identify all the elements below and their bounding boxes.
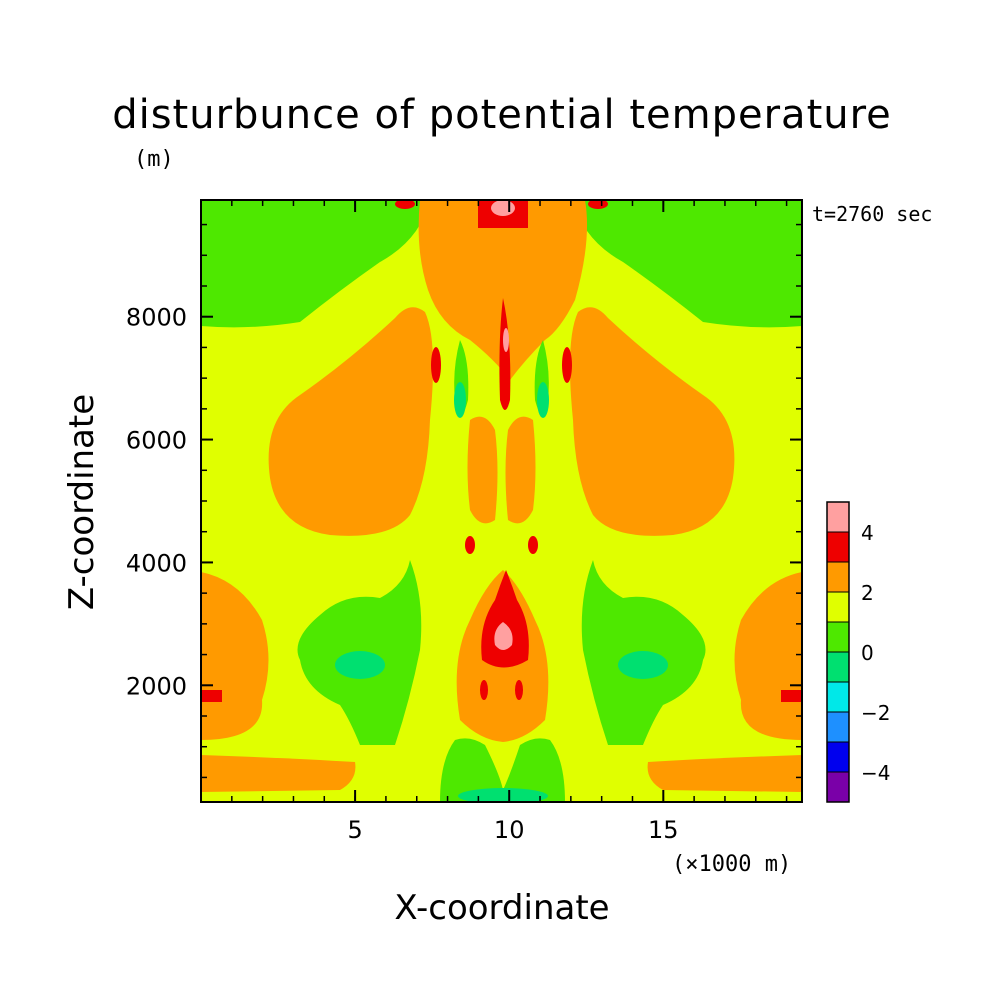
colorbar-label: 4	[861, 521, 874, 545]
contour-band-3-4-dot-b	[465, 536, 475, 554]
contour-band-2-3-mid	[467, 416, 498, 524]
y-tick-label: 8000	[126, 304, 187, 332]
contour-band-minus1-0-lower-mirror	[618, 651, 668, 679]
contour-band-2-3-mid-mirror	[505, 416, 536, 524]
contour-band-3-4-dot-c-mirror	[515, 680, 523, 700]
colorbar-label: −2	[861, 701, 890, 725]
contour-field	[201, 200, 802, 802]
contour-band-3-4-dot-c	[480, 680, 488, 700]
contour-band-3-4-dot-a	[431, 347, 441, 383]
colorbar-swatch	[826, 561, 850, 593]
y-axis-label: Z-coordinate	[62, 393, 102, 611]
y-tick-label: 2000	[126, 672, 187, 700]
contour-band-3-4-filament	[499, 298, 511, 410]
colorbar-swatch	[826, 681, 850, 713]
y-tick-label: 6000	[126, 427, 187, 455]
colorbar-frame	[826, 501, 850, 803]
colorbar-swatch	[826, 711, 850, 743]
colorbar-swatch	[826, 621, 850, 653]
contour-band-3-4-top-side	[395, 200, 415, 209]
contour-band-minus1-0-filament-mirror	[537, 382, 549, 418]
contour-band-3-4-spike	[481, 570, 529, 668]
contour-band-3-4-edge-mirror	[781, 690, 802, 702]
contour-band-3-4-top-side-mirror	[588, 200, 608, 209]
contour-band-4-5-top	[491, 200, 515, 216]
colorbar-swatch	[826, 501, 850, 533]
x-tick-label: 5	[347, 816, 362, 844]
contour-band-3-4-dot-a-mirror	[562, 347, 572, 383]
x-axis-label: X-coordinate	[394, 888, 610, 928]
colorbar-label: 2	[861, 581, 874, 605]
colorbar-swatch	[826, 591, 850, 623]
contour-band-minus1-0-filament	[454, 382, 466, 418]
time-label: t=2760 sec	[812, 202, 933, 226]
colorbar-label: −4	[861, 761, 890, 785]
contour-band-3-4-dot-b-mirror	[528, 536, 538, 554]
contour-band-2-3-lobe-mirror	[569, 307, 735, 536]
colorbar-swatch	[826, 531, 850, 563]
x-tick-label: 10	[494, 816, 525, 844]
contour-band-3-4-edge	[201, 690, 222, 702]
contour-band-minus1-0-lower	[335, 651, 385, 679]
contour-band-minus1-0-center-bottom	[458, 788, 548, 802]
contour-band-4-5-core	[494, 622, 513, 650]
contour-band-2-3-top	[418, 200, 588, 380]
contour-band-0-1-upper	[201, 200, 430, 328]
colorbar-label: 0	[861, 641, 874, 665]
colorbar-swatch	[826, 651, 850, 683]
contour-band-2-3-lobe	[268, 307, 434, 536]
contour-band-2-3-bottom-mirror	[647, 755, 802, 792]
y-tick-label: 4000	[126, 549, 187, 577]
contour-band-4-5-filament	[503, 328, 509, 352]
colorbar-swatch	[826, 741, 850, 773]
chart-title: disturbunce of potential temperature	[112, 92, 892, 138]
contour-band-0-1-center-bottom	[440, 738, 565, 802]
contour-band-2-3-bottom	[201, 755, 356, 792]
x-tick-label: 15	[648, 816, 679, 844]
y-unit-label: (m)	[134, 147, 174, 172]
contour-band-0-1-upper-mirror	[573, 200, 802, 328]
x-unit-label: (×1000 m)	[672, 852, 792, 877]
colorbar-swatch	[826, 771, 850, 803]
